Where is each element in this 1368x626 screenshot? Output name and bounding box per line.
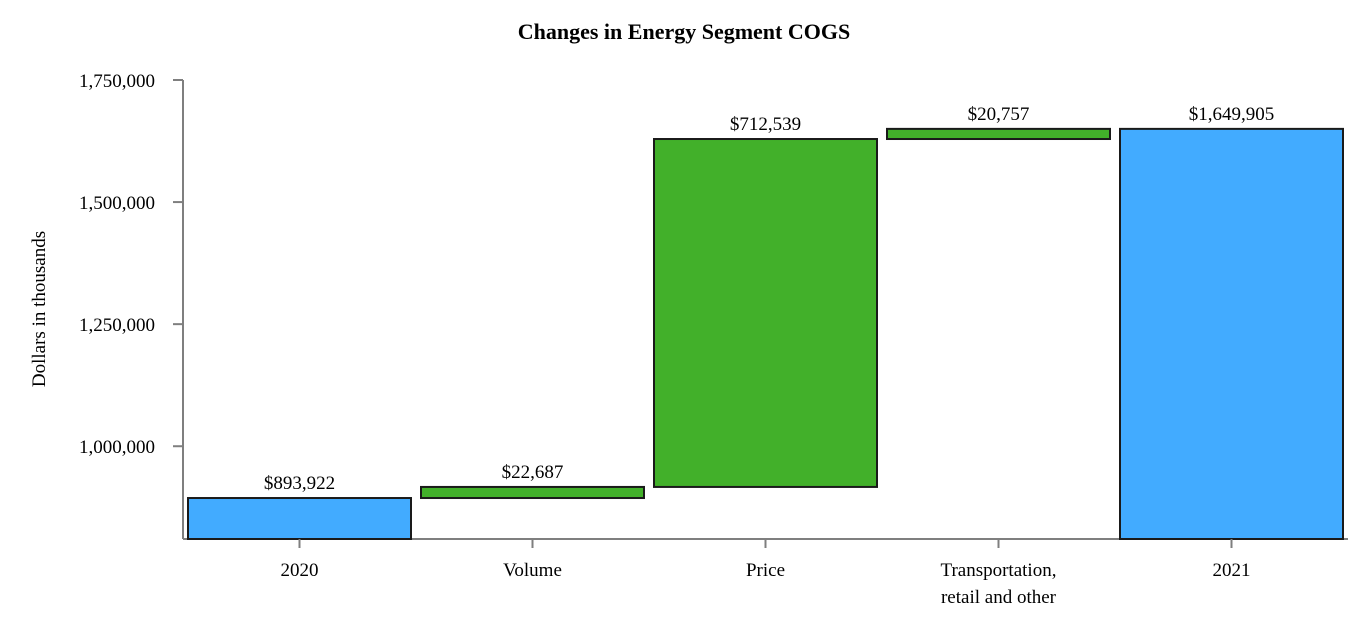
x-category-label: Volume bbox=[503, 560, 562, 581]
y-axis-ticks: 1,000,000 1,250,000 1,500,000 1,750,000 bbox=[79, 71, 183, 458]
y-tick-label: 1,500,000 bbox=[79, 193, 155, 214]
bar-total bbox=[187, 497, 412, 540]
y-tick-label: 1,750,000 bbox=[79, 71, 155, 92]
x-category-label: 2020 bbox=[281, 560, 319, 581]
bar-value-label: $712,539 bbox=[730, 114, 801, 135]
bar-increase bbox=[420, 485, 645, 500]
x-axis-labels: 2020 Volume Price Transportation, retail and… bbox=[281, 539, 1251, 608]
y-tick-label: 1,000,000 bbox=[79, 437, 155, 458]
y-tick-label: 1,250,000 bbox=[79, 315, 155, 336]
x-category-label: retail and other bbox=[941, 587, 1057, 608]
bar-value-label: $22,687 bbox=[502, 462, 564, 483]
chart-title: Changes in Energy Segment COGS bbox=[518, 19, 850, 44]
bar-increase bbox=[653, 138, 878, 488]
bars: $893,922 $22,687 $712,539 $20,757 $1,649,905 bbox=[187, 104, 1344, 540]
bar-total bbox=[1119, 127, 1344, 540]
bar-value-label: $1,649,905 bbox=[1189, 104, 1275, 125]
x-category-label: 2021 bbox=[1213, 560, 1251, 581]
bar-value-label: $893,922 bbox=[264, 473, 335, 494]
x-category-label: Transportation, bbox=[941, 560, 1057, 581]
y-axis-title: Dollars in thousands bbox=[29, 231, 50, 387]
bar-increase bbox=[886, 127, 1111, 141]
x-category-label: Price bbox=[746, 560, 785, 581]
bar-value-label: $20,757 bbox=[968, 104, 1030, 125]
